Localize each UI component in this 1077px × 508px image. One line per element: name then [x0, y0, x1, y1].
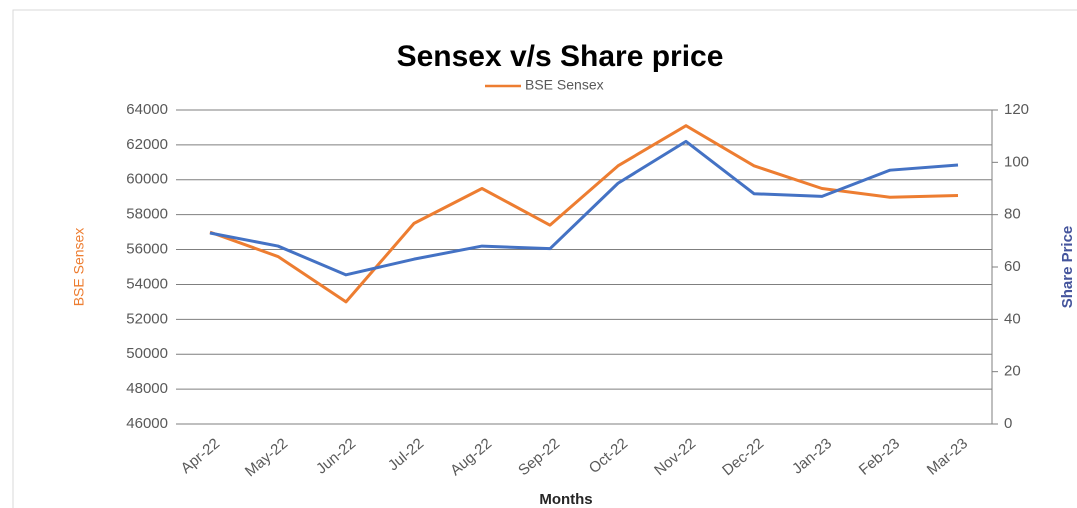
y-axis-label: BSE Sensex: [71, 228, 87, 307]
y2-tick-label: 20: [1004, 363, 1021, 380]
y-tick-label: 50000: [126, 345, 168, 362]
y2-tick-label: 80: [1004, 206, 1021, 223]
legend-label: BSE Sensex: [525, 77, 604, 93]
y2-tick-label: 40: [1004, 310, 1021, 327]
y-tick-label: 48000: [126, 380, 168, 397]
chart-title: Sensex v/s Share price: [397, 40, 724, 73]
y2-tick-label: 0: [1004, 415, 1012, 432]
y-tick-label: 62000: [126, 136, 168, 153]
data-line: [209, 124, 959, 304]
x-axis-label: Months: [539, 491, 592, 508]
y-tick-label: 64000: [126, 101, 168, 118]
chart-frame: [12, 9, 1077, 508]
y-tick-label: 52000: [126, 310, 168, 327]
y-tick-label: 54000: [126, 275, 168, 292]
y-tick-label: 60000: [126, 171, 168, 188]
y-tick-label: 58000: [126, 206, 168, 223]
y2-axis-label: Share Price: [1059, 226, 1076, 309]
y-tick-label: 56000: [126, 241, 168, 258]
y2-tick-label: 60: [1004, 258, 1021, 275]
y-tick-label: 46000: [126, 415, 168, 432]
y2-tick-label: 120: [1004, 101, 1029, 118]
data-line: [209, 139, 959, 277]
y2-tick-label: 100: [1004, 153, 1029, 170]
